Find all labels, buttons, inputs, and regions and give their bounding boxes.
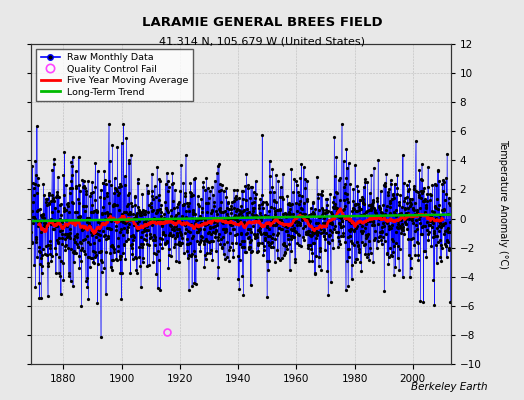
Y-axis label: Temperature Anomaly (°C): Temperature Anomaly (°C) <box>498 139 508 269</box>
Text: LARAMIE GENERAL BREES FIELD: LARAMIE GENERAL BREES FIELD <box>141 16 383 29</box>
Text: 41.314 N, 105.679 W (United States): 41.314 N, 105.679 W (United States) <box>159 36 365 46</box>
Legend: Raw Monthly Data, Quality Control Fail, Five Year Moving Average, Long-Term Tren: Raw Monthly Data, Quality Control Fail, … <box>36 49 193 101</box>
Text: Berkeley Earth: Berkeley Earth <box>411 382 487 392</box>
